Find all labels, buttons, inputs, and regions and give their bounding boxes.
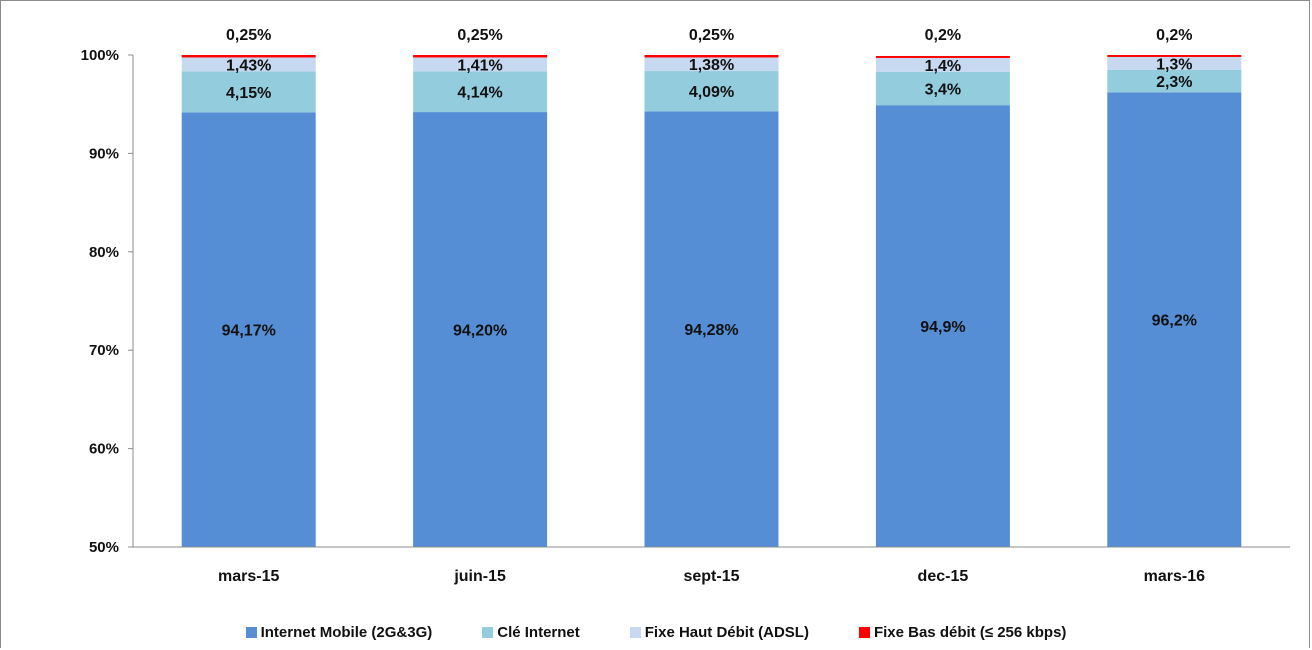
data-label: 94,9% [920,319,965,336]
y-tick-label: 100% [81,47,119,64]
legend-swatch [245,626,257,638]
data-label: 94,28% [684,322,738,339]
legend-swatch [858,626,870,638]
data-label: 3,4% [925,81,961,98]
legend-label: Fixe Haut Débit (ADSL) [644,623,809,641]
y-tick-label: 80% [89,244,119,261]
x-tick-label: juin-15 [453,568,506,585]
bar-segment [181,57,316,72]
legend-item: Clé Internet [482,624,580,641]
data-label: 0,2% [1156,27,1192,44]
stacked-bar-chart: 50% 60% 70% 80% 90% 100% mars-15 juin-15 sept-15… [81,27,1290,585]
y-tick-label: 70% [89,342,119,359]
bar-segment [875,71,1010,106]
y-tick-label: 50% [89,539,119,556]
bar-segment [1107,92,1242,547]
bar-segment [875,55,1010,58]
legend-swatch [629,626,641,638]
bar-segment [181,112,316,548]
bar-segment [413,57,548,72]
chart-legend: Internet Mobile (2G&3G) Clé Internet Fixe … [0,620,1312,644]
legend-swatch [482,626,494,638]
y-tick-label: 60% [89,441,119,458]
labels-layer: 94,17% 4,15% 1,43% 0,25% 94,20% 4,14% 1,41% 0,2… [222,27,1197,340]
x-tick-label: mars-15 [218,568,279,585]
bars-layer [181,55,1242,548]
data-label: 0,25% [457,27,502,44]
bar-segment [413,112,548,548]
bar-segment [1107,69,1242,93]
bar-segment [644,71,779,112]
legend-label: Fixe Bas débit (≤ 256 kbps) [873,623,1067,641]
data-label: 0,25% [226,27,271,44]
x-tick-label: dec-15 [918,568,969,585]
data-label: 1,38% [689,57,734,74]
legend-label: Clé Internet [497,623,580,641]
bar-segment [181,71,316,113]
data-label: 1,41% [457,57,502,74]
data-label: 94,20% [453,323,507,340]
legend-item: Fixe Bas débit (≤ 256 kbps) [858,623,1067,641]
data-label: 2,3% [1156,74,1192,91]
data-label: 94,17% [222,323,276,340]
data-label: 4,15% [226,85,271,102]
y-tick-label: 90% [89,145,119,162]
data-label: 0,25% [689,27,734,44]
bar-segment [1107,56,1242,70]
bar-segment [1107,55,1242,57]
legend-item: Internet Mobile (2G&3G) [245,623,433,641]
data-label: 0,2% [925,27,961,44]
bar-segment [644,57,779,72]
bar-segment [875,57,1010,72]
bar-segment [413,55,548,58]
data-label: 1,3% [1156,56,1192,73]
x-tick-label: mars-16 [1144,568,1205,585]
data-label: 4,09% [689,84,734,101]
axes-layer: 50% 60% 70% 80% 90% 100% mars-15 juin-15 sept-15… [81,47,1290,585]
bar-segment [644,55,779,58]
x-tick-label: sept-15 [683,568,739,585]
bar-segment [644,111,779,548]
bar-segment [875,105,1010,548]
data-label: 1,4% [925,58,961,75]
data-label: 4,14% [457,85,502,102]
data-label: 1,43% [226,57,271,74]
bar-segment [181,55,316,58]
legend-label: Internet Mobile (2G&3G) [260,623,433,641]
bar-segment [413,71,548,113]
data-label: 96,2% [1152,313,1197,330]
legend-item: Fixe Haut Débit (ADSL) [629,623,809,641]
